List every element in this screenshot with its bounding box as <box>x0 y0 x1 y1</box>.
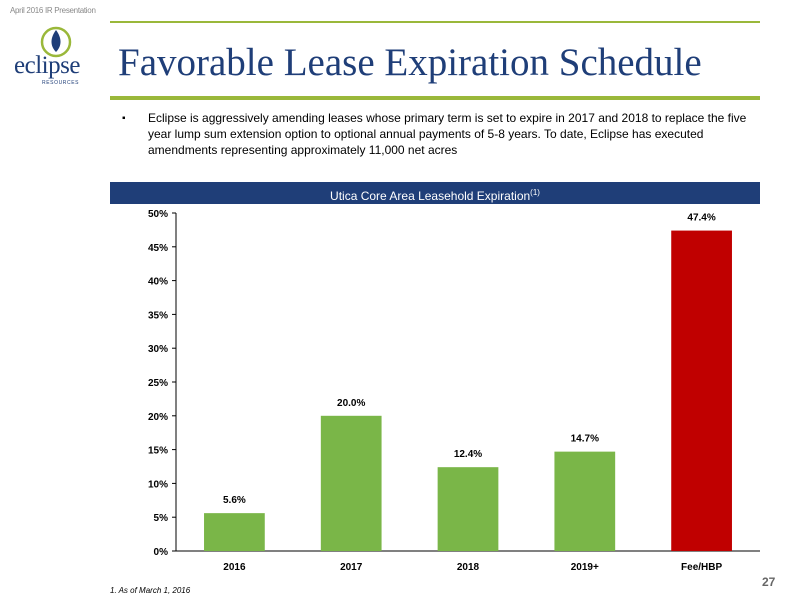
x-tick-label: 2017 <box>340 562 363 573</box>
eclipse-logo <box>10 24 105 96</box>
bullet-marker: ▪ <box>122 113 126 124</box>
y-tick-label: 15% <box>148 446 168 457</box>
bar-2018 <box>437 467 499 551</box>
logo-subtext: RESOURCES <box>42 80 80 86</box>
page-number: 27 <box>762 575 776 589</box>
data-label: 47.4% <box>687 213 715 224</box>
title-divider <box>110 96 760 100</box>
y-tick-label: 25% <box>148 378 168 389</box>
y-tick-label: 10% <box>148 479 168 490</box>
bar-2016 <box>204 513 265 551</box>
y-tick-label: 50% <box>148 209 168 220</box>
bullet-text: Eclipse is aggressively amending leases … <box>148 111 747 157</box>
data-label: 12.4% <box>454 449 482 460</box>
chart-header-footnote-ref: (1) <box>530 188 540 197</box>
bar-fee-hbp <box>671 230 732 552</box>
data-label: 14.7% <box>571 434 599 445</box>
y-tick-label: 30% <box>148 344 168 355</box>
x-tick-label: 2018 <box>457 562 480 573</box>
y-tick-label: 45% <box>148 243 168 254</box>
data-label: 5.6% <box>223 495 246 506</box>
bar-2019- <box>554 451 616 551</box>
y-tick-label: 20% <box>148 412 168 423</box>
logo-wordmark: eclipse <box>14 52 80 79</box>
footnote: 1. As of March 1, 2016 <box>110 586 191 595</box>
page-title: Favorable Lease Expiration Schedule <box>118 41 702 84</box>
x-tick-label: 2019+ <box>571 562 599 573</box>
flame-icon <box>40 26 72 58</box>
y-tick-label: 0% <box>154 547 169 558</box>
data-label: 20.0% <box>337 398 365 409</box>
chart-header: Utica Core Area Leasehold Expiration(1) <box>110 182 760 204</box>
x-tick-label: Fee/HBP <box>681 562 722 573</box>
y-tick-label: 35% <box>148 310 168 321</box>
x-tick-label: 2016 <box>223 562 246 573</box>
y-tick-label: 5% <box>154 513 169 524</box>
header-note: April 2016 IR Presentation <box>10 6 96 15</box>
chart-header-title: Utica Core Area Leasehold Expiration <box>330 189 531 203</box>
top-divider <box>110 21 760 23</box>
y-tick-label: 40% <box>148 277 168 288</box>
bar-2017 <box>320 415 382 551</box>
